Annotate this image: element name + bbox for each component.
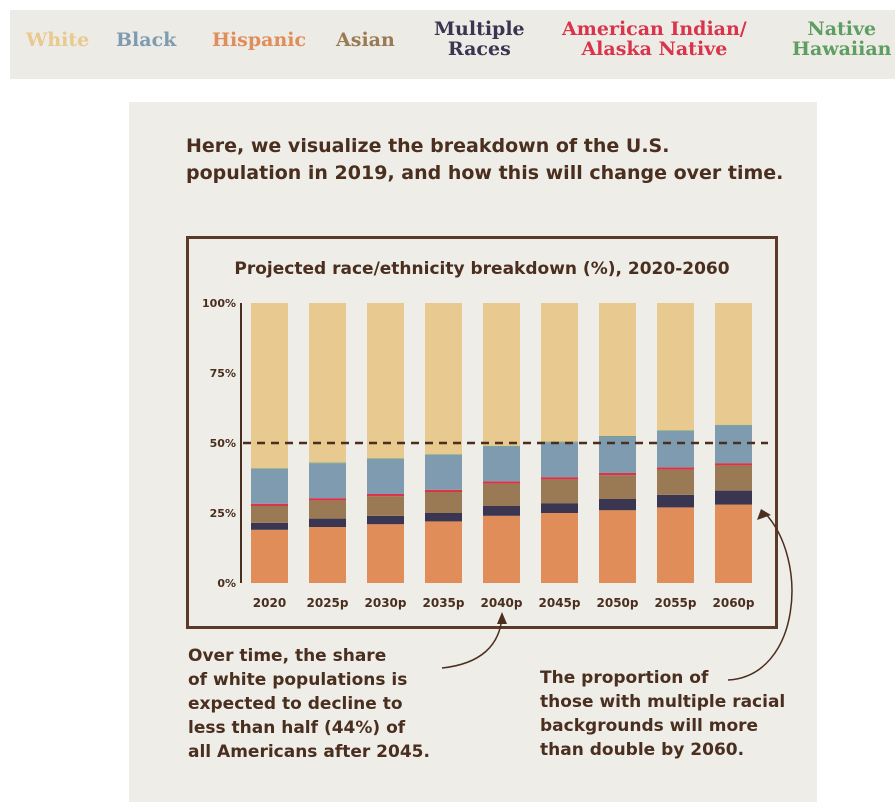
bar-segment-multiple-races xyxy=(599,499,636,511)
annotation-multiple-races: The proportion of those with multiple ra… xyxy=(540,668,786,760)
bar-segment-asian xyxy=(425,492,462,513)
bar-segment-hispanic xyxy=(251,529,288,583)
bar-segment-black xyxy=(425,454,462,490)
bar-segment-white xyxy=(541,303,578,442)
x-tick-label: 2060p xyxy=(713,596,755,610)
bar-segment-white xyxy=(425,303,462,455)
bar-segment-white xyxy=(367,303,404,459)
bar-segment-black xyxy=(715,425,752,464)
bar-segment-american-indian-alaska-native xyxy=(425,489,462,492)
bar-segment-hispanic xyxy=(425,521,462,583)
bar-segment-asian xyxy=(599,475,636,499)
bar-segment-american-indian-alaska-native xyxy=(309,498,346,501)
bar-segment-white xyxy=(599,303,636,436)
bar-segment-asian xyxy=(541,479,578,504)
bar-segment-american-indian-alaska-native xyxy=(367,493,404,497)
intro-text: Here, we visualize the breakdown of the … xyxy=(186,135,784,184)
bar-segment-american-indian-alaska-native xyxy=(251,503,288,506)
bar-segment-multiple-races xyxy=(367,515,404,525)
x-tick-label: 2035p xyxy=(423,596,465,610)
right-annotation-arrow xyxy=(727,511,793,681)
bar-segment-native-hawaiian xyxy=(657,430,694,431)
bar-segment-native-hawaiian xyxy=(483,445,520,447)
legend-multiple-races: Multiple Races xyxy=(434,18,525,60)
bar-segment-multiple-races xyxy=(483,506,520,516)
bar-segment-asian xyxy=(309,500,346,519)
bar-segment-american-indian-alaska-native xyxy=(483,481,520,484)
x-tick-label: 2055p xyxy=(655,596,697,610)
x-tick-label: 2020 xyxy=(253,596,286,610)
bar-segment-multiple-races xyxy=(425,513,462,522)
right-arrowhead xyxy=(757,509,771,520)
bar-segment-native-hawaiian xyxy=(541,441,578,443)
bar-segment-native-hawaiian xyxy=(599,436,636,437)
bar-segment-white xyxy=(483,303,520,446)
bar-segment-hispanic xyxy=(715,504,752,583)
y-tick-label: 0% xyxy=(217,577,236,590)
bar-segment-multiple-races xyxy=(251,522,288,530)
bar-segment-asian xyxy=(367,496,404,516)
legend-white: White xyxy=(26,29,90,51)
bar-segment-native-hawaiian xyxy=(309,462,346,464)
y-tick-label: 25% xyxy=(210,507,236,520)
bar-segment-hispanic xyxy=(367,524,404,583)
chart-frame xyxy=(186,236,778,629)
left-arrowhead xyxy=(497,612,507,624)
bar-segment-asian xyxy=(251,506,288,523)
bar-segment-black xyxy=(599,436,636,473)
legend-black: Black xyxy=(116,29,177,51)
bar-segment-multiple-races xyxy=(657,494,694,508)
y-tick-label: 100% xyxy=(202,297,236,310)
bar-segment-white xyxy=(309,303,346,463)
bar-segment-black xyxy=(541,442,578,478)
legend-native-hawaiian: Native Hawaiian xyxy=(792,18,892,60)
bar-segment-hispanic xyxy=(309,527,346,583)
y-tick-label: 75% xyxy=(210,367,236,380)
bar-segment-black xyxy=(657,430,694,468)
bar-segment-asian xyxy=(483,483,520,506)
legend-asian: Asian xyxy=(336,29,395,51)
bar-segment-native-hawaiian xyxy=(425,454,462,455)
bar-segment-white xyxy=(715,303,752,425)
left-annotation-arrow xyxy=(441,615,503,669)
bar-segment-black xyxy=(483,446,520,482)
x-tick-label: 2040p xyxy=(481,596,523,610)
bar-segment-hispanic xyxy=(483,515,520,583)
bar-segment-white xyxy=(251,303,288,469)
bar-segment-multiple-races xyxy=(309,518,346,527)
bar-segment-american-indian-alaska-native xyxy=(657,467,694,470)
x-tick-label: 2025p xyxy=(307,596,349,610)
x-tick-label: 2045p xyxy=(539,596,581,610)
x-tick-label: 2030p xyxy=(365,596,407,610)
bar-segment-american-indian-alaska-native xyxy=(599,472,636,476)
legend-hispanic: Hispanic xyxy=(212,29,307,51)
bar-segment-native-hawaiian xyxy=(715,424,752,426)
bar-segment-asian xyxy=(715,465,752,491)
bar-segment-asian xyxy=(657,469,694,495)
legend-bar: White Black Hispanic Asian Multiple Race… xyxy=(10,10,895,79)
bar-segment-black xyxy=(309,463,346,499)
bar-segment-multiple-races xyxy=(715,490,752,505)
x-tick-label: 2050p xyxy=(597,596,639,610)
bar-segment-american-indian-alaska-native xyxy=(715,463,752,466)
y-tick-label: 50% xyxy=(210,437,236,450)
bar-segment-american-indian-alaska-native xyxy=(541,477,578,480)
bar-segment-hispanic xyxy=(657,507,694,583)
bar-segment-native-hawaiian xyxy=(251,468,288,469)
legend-american-indian: American Indian/ Alaska Native xyxy=(562,18,747,60)
chart-title: Projected race/ethnicity breakdown (%), … xyxy=(234,259,730,279)
infographic-panel xyxy=(129,102,817,802)
bar-segment-black xyxy=(251,468,288,504)
bar-segment-native-hawaiian xyxy=(367,458,404,459)
bar-segment-black xyxy=(367,458,404,494)
bar-segment-white xyxy=(657,303,694,431)
bar-segment-hispanic xyxy=(541,513,578,583)
bar-segment-hispanic xyxy=(599,510,636,583)
annotation-white-decline: Over time, the share of white population… xyxy=(188,646,430,762)
bar-segment-multiple-races xyxy=(541,503,578,513)
